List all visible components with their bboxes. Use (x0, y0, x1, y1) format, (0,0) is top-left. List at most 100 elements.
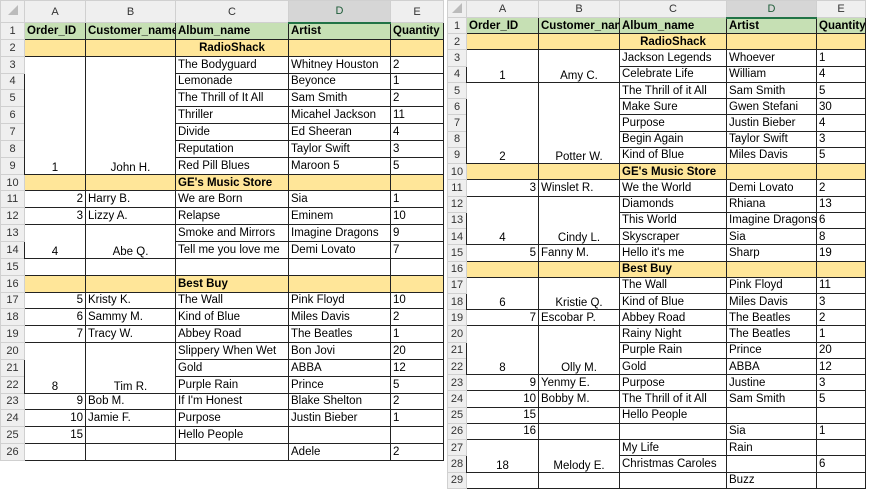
cell-b23[interactable]: Yenmy E. (538, 374, 620, 392)
cell-e12[interactable]: 10 (390, 207, 444, 226)
cell-a24[interactable]: 10 (24, 409, 86, 428)
row-header[interactable]: 19 (0, 325, 25, 344)
row-header[interactable]: 20 (447, 325, 467, 343)
cell-c14[interactable]: Skyscraper (619, 228, 727, 246)
row-header[interactable]: 14 (0, 240, 25, 259)
cell-d10[interactable] (726, 163, 817, 181)
cell-b27[interactable]: Melody E. (538, 439, 620, 473)
cell-d17[interactable]: Pink Floyd (726, 276, 817, 294)
cell-a15[interactable]: 5 (466, 244, 539, 262)
cell-d25[interactable] (288, 426, 391, 445)
cell-c22[interactable]: Gold (619, 357, 727, 376)
cell-c14[interactable]: Tell me you love me (175, 240, 289, 259)
cell-c16[interactable]: Best Buy (175, 274, 289, 293)
cell-e13[interactable]: 9 (390, 224, 444, 242)
cell-d12[interactable]: Rhiana (726, 195, 817, 213)
cell-e14[interactable]: 8 (816, 228, 866, 246)
cell-e17[interactable]: 11 (816, 276, 866, 294)
row-header[interactable]: 19 (447, 309, 467, 327)
cell-c7[interactable]: Divide (175, 123, 289, 141)
cell-b15[interactable]: Fanny M. (538, 244, 620, 262)
cell-b29[interactable] (538, 471, 620, 489)
cell-d2[interactable] (288, 38, 391, 57)
cell-e25[interactable] (390, 426, 444, 445)
cell-d25[interactable] (726, 406, 817, 424)
cell-c28[interactable]: Christmas Caroles (619, 455, 727, 473)
cell-d9[interactable]: Maroon 5 (288, 156, 391, 175)
cell-d19[interactable]: The Beatles (726, 309, 817, 327)
cell-a19[interactable]: 7 (466, 309, 539, 327)
cell-e1[interactable]: Quantity (390, 22, 444, 40)
cell-b1[interactable]: Customer_name (85, 22, 176, 40)
cell-d7[interactable]: Justin Bieber (726, 114, 817, 132)
cell-c9[interactable]: Red Pill Blues (175, 156, 289, 175)
row-header[interactable]: 16 (0, 274, 25, 293)
row-header[interactable]: 23 (0, 392, 25, 411)
cell-e15[interactable]: 19 (816, 244, 866, 262)
cell-e1[interactable]: Quantity (816, 16, 866, 35)
cell-e7[interactable]: 4 (390, 123, 444, 141)
cell-e12[interactable]: 13 (816, 195, 866, 213)
cell-c1[interactable]: Album_name (619, 16, 727, 35)
cell-e18[interactable]: 3 (816, 292, 866, 311)
row-header[interactable]: 21 (0, 358, 25, 377)
cell-d18[interactable]: Miles Davis (726, 292, 817, 311)
cell-b5[interactable]: Potter W. (538, 81, 620, 165)
cell-b19[interactable]: Escobar P. (538, 309, 620, 327)
cell-c15[interactable] (175, 257, 289, 276)
cell-d3[interactable]: Whoever (726, 49, 817, 67)
cell-d26[interactable]: Sia (726, 422, 817, 441)
cell-c23[interactable]: If I'm Honest (175, 392, 289, 411)
row-header[interactable]: 6 (0, 106, 25, 125)
cell-e4[interactable]: 1 (390, 72, 444, 91)
cell-a15[interactable] (24, 257, 86, 276)
cell-e16[interactable] (390, 274, 444, 293)
cell-c8[interactable]: Reputation (175, 139, 289, 158)
cell-d18[interactable]: Miles Davis (288, 308, 391, 327)
cell-e7[interactable]: 4 (816, 114, 866, 132)
cell-b26[interactable] (538, 422, 620, 441)
cell-a19[interactable]: 7 (24, 325, 86, 344)
cell-b15[interactable] (85, 257, 176, 276)
row-header[interactable]: 18 (0, 308, 25, 327)
row-header[interactable]: 17 (447, 276, 467, 294)
cell-b16[interactable] (538, 260, 620, 278)
row-header[interactable]: 15 (0, 257, 25, 276)
cell-c25[interactable]: Hello People (619, 406, 727, 424)
cell-a16[interactable] (24, 274, 86, 293)
cell-a23[interactable]: 9 (466, 374, 539, 392)
cell-e18[interactable]: 2 (390, 308, 444, 327)
cell-b12[interactable]: Cindy L. (538, 195, 620, 246)
cell-d14[interactable]: Demi Lovato (288, 240, 391, 259)
cell-c1[interactable]: Album_name (175, 22, 289, 40)
cell-d1[interactable]: Artist (288, 22, 391, 40)
cell-c25[interactable]: Hello People (175, 426, 289, 445)
cell-c19[interactable]: Abbey Road (619, 309, 727, 327)
cell-c9[interactable]: Kind of Blue (619, 146, 727, 165)
cell-e26[interactable]: 2 (390, 443, 444, 461)
cell-b24[interactable]: Bobby M. (538, 390, 620, 408)
cell-e9[interactable]: 5 (390, 156, 444, 175)
cell-c4[interactable]: Lemonade (175, 72, 289, 91)
row-header[interactable]: 25 (0, 426, 25, 445)
cell-e29[interactable] (816, 471, 866, 489)
cell-b20[interactable]: Tim R. (85, 342, 176, 394)
select-all-corner[interactable] (447, 0, 467, 18)
cell-a27[interactable]: 18 (466, 439, 539, 473)
cell-a10[interactable] (466, 163, 539, 181)
cell-c6[interactable]: Make Sure (619, 98, 727, 116)
row-header[interactable]: 25 (447, 406, 467, 424)
cell-e3[interactable]: 2 (390, 55, 444, 74)
column-header-b[interactable]: B (85, 0, 176, 23)
cell-d22[interactable]: ABBA (726, 357, 817, 376)
row-header[interactable]: 9 (447, 146, 467, 165)
cell-d9[interactable]: Miles Davis (726, 146, 817, 165)
column-header-c[interactable]: C (175, 0, 289, 23)
row-header[interactable]: 15 (447, 244, 467, 262)
cell-a2[interactable] (466, 33, 539, 51)
cell-d2[interactable] (726, 33, 817, 51)
row-header[interactable]: 18 (447, 292, 467, 311)
row-header[interactable]: 21 (447, 341, 467, 359)
cell-d5[interactable]: Sam Smith (726, 81, 817, 100)
cell-e21[interactable]: 12 (390, 358, 444, 377)
